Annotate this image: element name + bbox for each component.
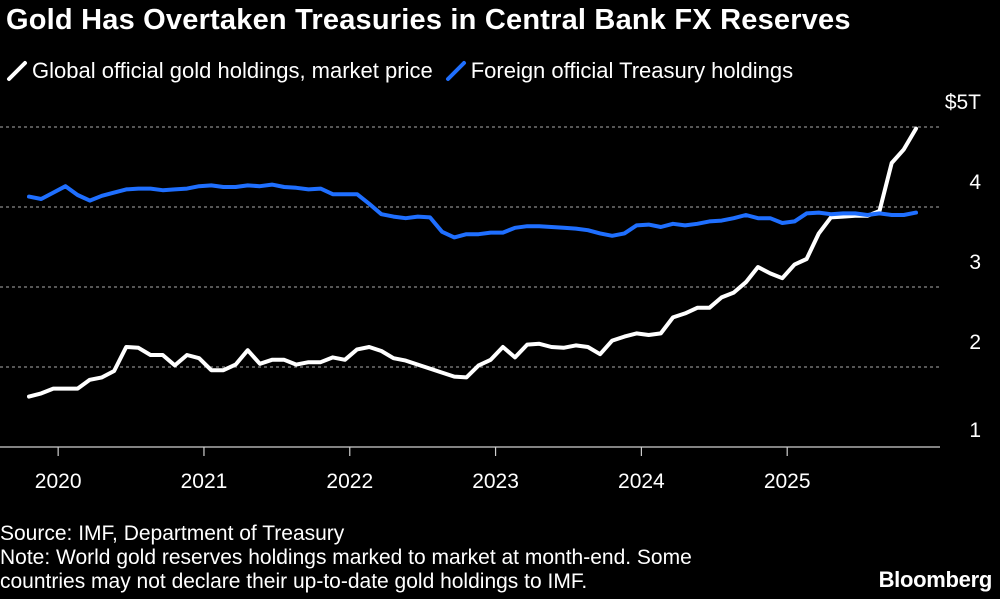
x-tick-label: 2023 <box>472 470 519 493</box>
bloomberg-logo: Bloomberg <box>878 567 993 592</box>
y-tick-label: 3 <box>969 251 981 274</box>
note-line-1: Note: World gold reserves holdings marke… <box>0 546 692 569</box>
y-tick-label: 4 <box>969 171 981 194</box>
series-line-gold <box>27 126 918 399</box>
legend-label-treasury: Foreign official Treasury holdings <box>470 58 794 83</box>
y-tick-label: 1 <box>969 419 981 442</box>
y-tick-label: $5T <box>945 91 981 114</box>
x-tick-label: 2025 <box>764 470 811 493</box>
chart-legend: Global official gold holdings, market pr… <box>6 58 805 84</box>
legend-label-gold: Global official gold holdings, market pr… <box>32 58 433 83</box>
legend-item-treasury: Foreign official Treasury holdings <box>445 58 793 84</box>
series-lines <box>27 126 918 399</box>
legend-item-gold: Global official gold holdings, market pr… <box>6 58 433 84</box>
x-tick-label: 2024 <box>618 470 665 493</box>
chart-footer: Source: IMF, Department of Treasury Note… <box>0 522 692 594</box>
x-tick-label: 2022 <box>326 470 373 493</box>
axes: 1 2 3 4 $5T 2020 2021 2022 2023 2024 2025 <box>0 91 981 493</box>
x-tick-label: 2020 <box>35 470 82 493</box>
y-tick-label: 2 <box>969 331 981 354</box>
legend-swatch-gold-icon <box>7 61 27 81</box>
x-tick-label: 2021 <box>181 470 228 493</box>
series-line-treasury <box>27 182 918 240</box>
legend-swatch-treasury-icon <box>445 61 466 81</box>
chart-title: Gold Has Overtaken Treasuries in Central… <box>6 4 851 36</box>
source-note: Source: IMF, Department of Treasury <box>0 522 345 545</box>
note-line-2: countries may not declare their up-to-da… <box>0 570 588 593</box>
grid-lines <box>0 126 940 368</box>
